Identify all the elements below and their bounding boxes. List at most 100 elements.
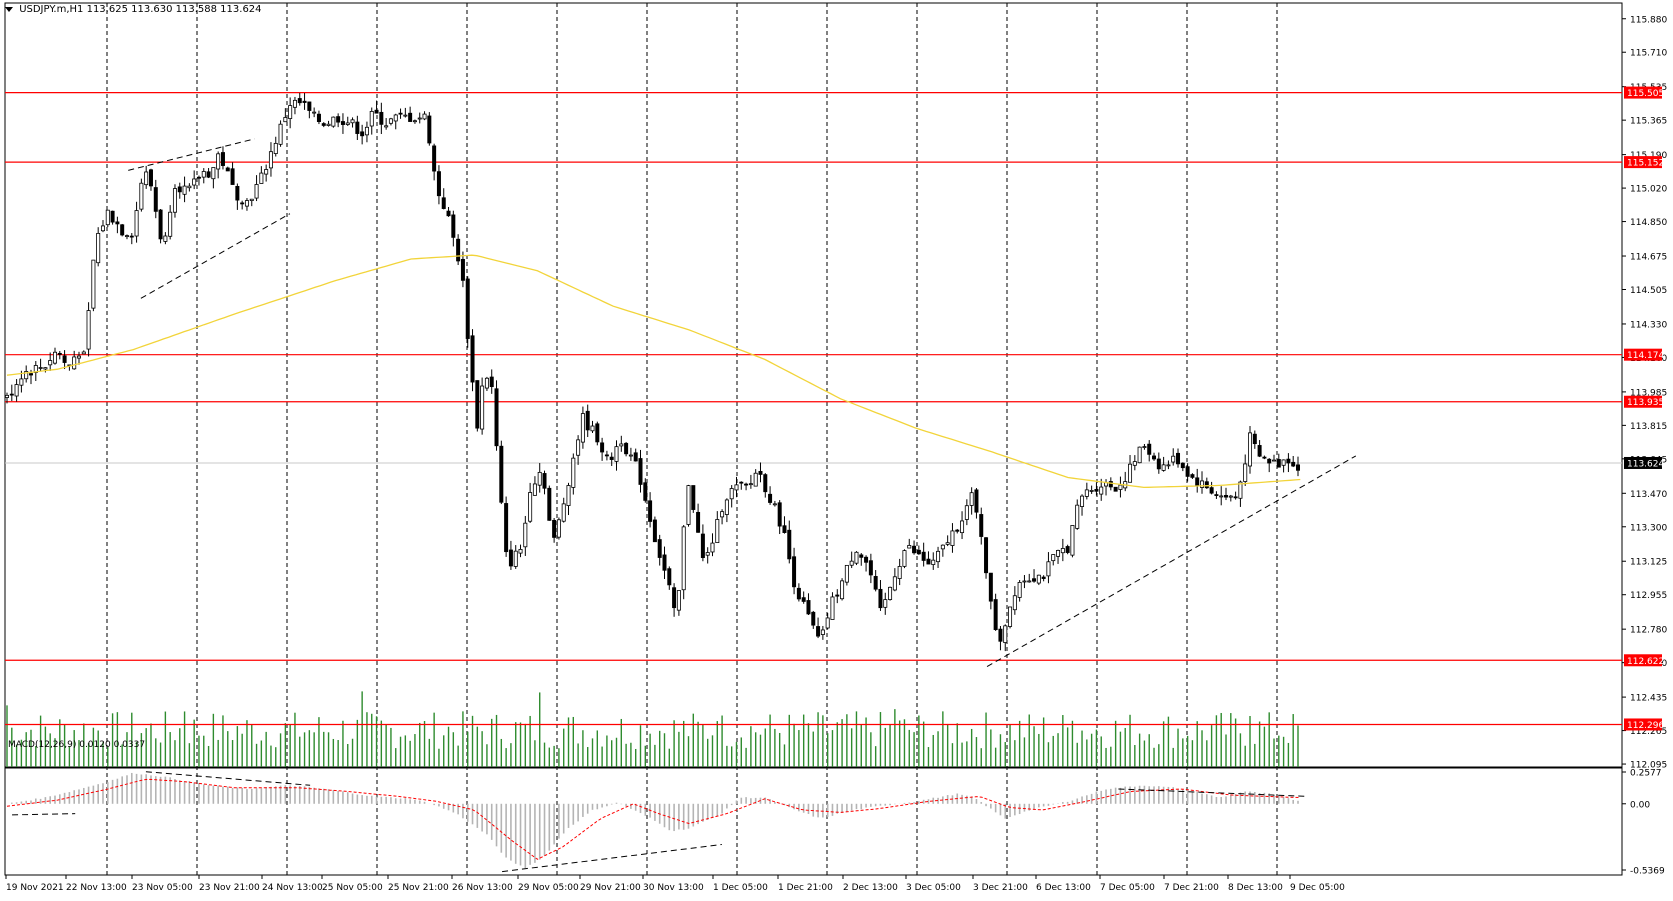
candle-body xyxy=(62,355,67,363)
candle-body xyxy=(556,519,561,538)
candle-body xyxy=(624,442,629,455)
candle-body xyxy=(878,588,883,609)
macd-label: MACD(12,26,9) 0.0120 0.0337 xyxy=(8,740,146,750)
candle-body xyxy=(360,131,365,137)
candle-body xyxy=(326,123,331,126)
price-tick-label: 112.265 xyxy=(1630,727,1667,737)
candle-body xyxy=(436,171,441,197)
candle-body xyxy=(969,492,974,506)
candle-body xyxy=(542,473,547,489)
price-tick-label: 113.470 xyxy=(1630,490,1667,500)
time-tick-label: 1 Dec 05:00 xyxy=(713,883,768,893)
candle-body xyxy=(753,472,758,487)
candle-body xyxy=(974,489,979,513)
macd-trendline xyxy=(502,843,722,873)
candle-body xyxy=(153,187,158,212)
candle-body xyxy=(955,529,960,532)
price-tick-label: 115.710 xyxy=(1630,49,1667,59)
candle-body xyxy=(355,121,360,134)
candle-body xyxy=(446,210,451,217)
candle-body xyxy=(340,121,345,125)
trendline xyxy=(986,455,1357,668)
candle-body xyxy=(782,525,787,533)
time-tick-label: 1 Dec 21:00 xyxy=(778,883,833,893)
candle-body xyxy=(163,235,168,242)
candle-body xyxy=(297,98,302,104)
macd-signal-line xyxy=(6,778,1301,860)
candle-body xyxy=(1094,489,1099,492)
candle-body xyxy=(168,211,173,237)
candle-body xyxy=(916,549,921,555)
chart-header: USDJPY.m,H1 113.625 113.630 113.588 113.… xyxy=(5,4,262,15)
candle-body xyxy=(897,566,902,579)
current-price-label: 113.624 xyxy=(1627,459,1664,469)
candle-body xyxy=(518,549,523,554)
candle-body xyxy=(840,580,845,600)
level-label: 114.174 xyxy=(1627,351,1664,361)
candle-body xyxy=(398,112,403,115)
candle-body xyxy=(830,596,835,620)
candle-body xyxy=(619,443,624,447)
candle-body xyxy=(1022,580,1027,583)
candle-body xyxy=(388,118,393,124)
candle-body xyxy=(139,182,144,210)
candle-body xyxy=(302,100,307,103)
candle-body xyxy=(734,484,739,491)
chart-menu-triangle-icon[interactable] xyxy=(5,6,13,12)
candle-body xyxy=(1272,459,1277,462)
candle-body xyxy=(235,185,240,201)
current-price-box xyxy=(1624,456,1662,469)
macd-tick-label: 0.00 xyxy=(1630,800,1650,810)
candle-body xyxy=(609,456,614,460)
candle-body xyxy=(1132,461,1137,466)
candle-body xyxy=(907,545,912,549)
candle-body xyxy=(777,502,782,527)
candle-body xyxy=(1003,625,1008,643)
candle-body xyxy=(883,599,888,608)
candle-body xyxy=(801,597,806,602)
candle-body xyxy=(465,278,470,339)
level-label: 113.935 xyxy=(1627,398,1664,408)
candle-body xyxy=(552,519,557,538)
candle-body xyxy=(571,457,576,488)
candle-body xyxy=(998,628,1003,642)
candle-body xyxy=(1152,455,1157,460)
candle-body xyxy=(1032,578,1037,582)
time-tick-label: 24 Nov 13:00 xyxy=(262,883,323,893)
candle-body xyxy=(1137,446,1142,464)
candle-body xyxy=(86,310,91,350)
candle-body xyxy=(513,550,518,567)
candle-body xyxy=(931,559,936,565)
candle-body xyxy=(475,380,480,429)
candle-body xyxy=(873,576,878,590)
candle-body xyxy=(264,169,269,175)
candle-body xyxy=(192,178,197,186)
volume-bars xyxy=(6,691,1299,767)
macd-trendline xyxy=(1118,788,1308,797)
candle-body xyxy=(844,564,849,583)
candle-body xyxy=(384,125,389,128)
candle-body xyxy=(537,471,542,486)
candle-body xyxy=(43,367,48,370)
candle-body xyxy=(374,109,379,114)
candle-body xyxy=(945,542,950,545)
candle-body xyxy=(441,197,446,209)
candle-body xyxy=(379,111,384,125)
candle-body xyxy=(148,169,153,187)
candle-body xyxy=(52,351,57,364)
candle-body xyxy=(211,167,216,180)
trendline xyxy=(128,138,255,171)
candle-body xyxy=(1075,504,1080,529)
candle-body xyxy=(1161,464,1166,471)
candle-body xyxy=(1008,606,1013,627)
candle-body xyxy=(960,520,965,534)
candle-body xyxy=(307,101,312,111)
candle-body xyxy=(1276,459,1281,468)
candle-body xyxy=(926,558,931,565)
candle-body xyxy=(787,529,792,560)
candle-body xyxy=(177,186,182,193)
candle-body xyxy=(988,572,993,602)
candle-body xyxy=(758,470,763,475)
